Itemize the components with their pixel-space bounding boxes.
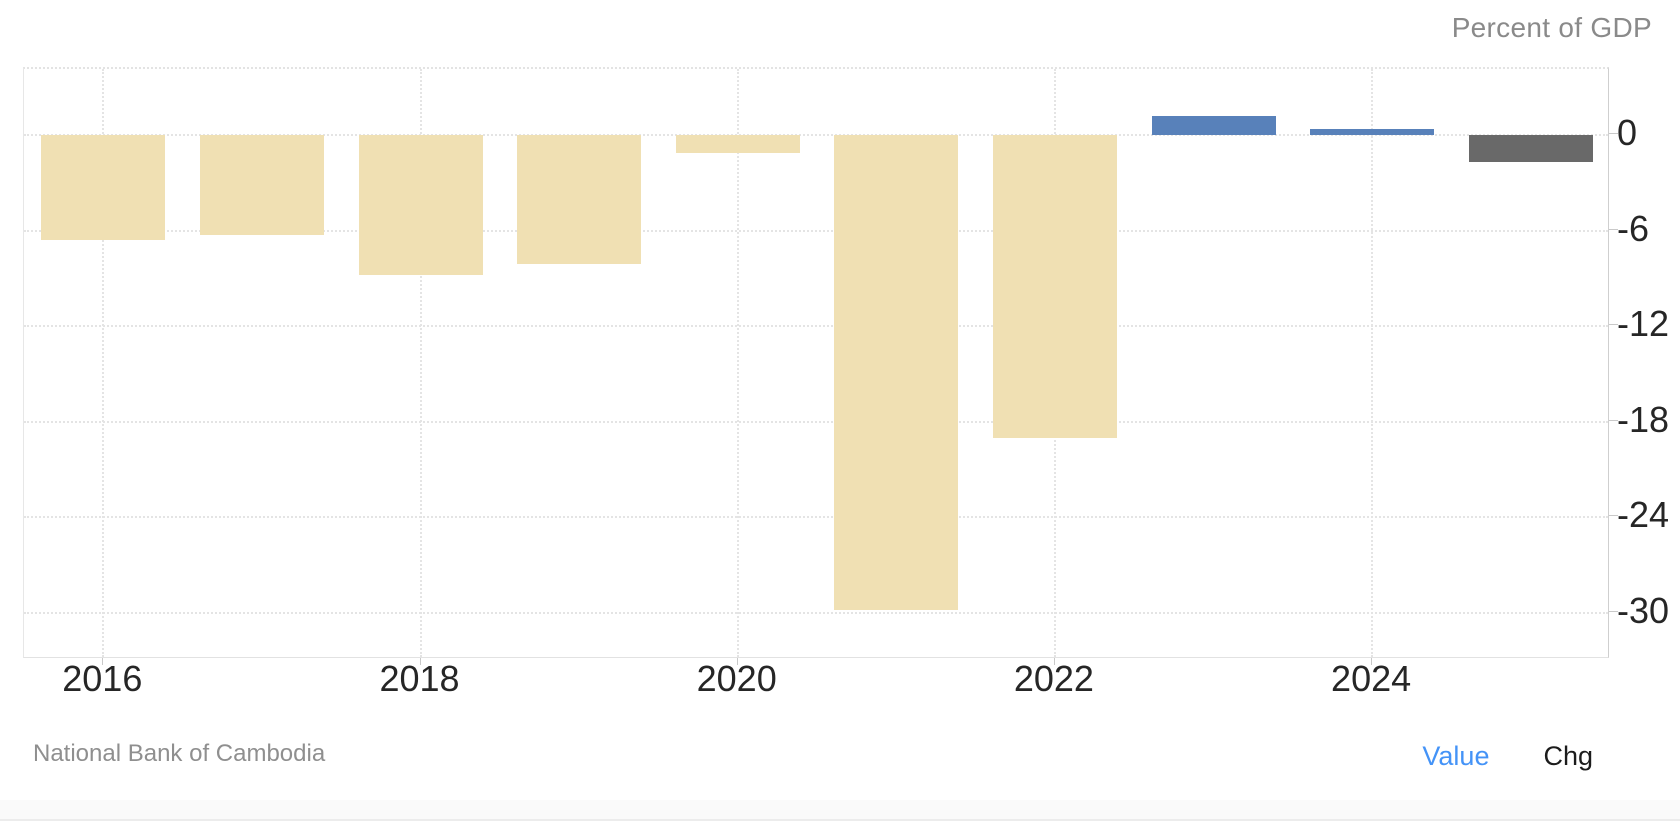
toggle-chg[interactable]: Chg (1543, 741, 1593, 771)
bar-2019[interactable] (517, 135, 642, 265)
y-tick-label-0: 0 (1617, 112, 1638, 154)
x-tick-mark-2018 (419, 658, 421, 665)
gridline-y--18 (24, 420, 1608, 423)
series-toggles: Value Chg (1422, 741, 1593, 772)
gridline-y--12 (24, 325, 1608, 328)
y-tick-label--30: -30 (1617, 590, 1670, 631)
bar-2023[interactable] (1151, 115, 1276, 136)
y-tick-mark--30 (1609, 611, 1618, 612)
y-tick-mark--12 (1609, 324, 1618, 326)
bar-2025[interactable] (1468, 135, 1593, 163)
x-tick-label-2022: 2022 (1013, 658, 1094, 699)
bar-2021[interactable] (834, 135, 959, 610)
gridline-y--24 (24, 516, 1608, 519)
gridline-y--30 (24, 612, 1608, 614)
y-tick-label--18: -18 (1617, 398, 1670, 440)
y-tick-mark--18 (1609, 419, 1618, 421)
y-tick-label--6: -6 (1617, 207, 1650, 249)
y-tick-mark--6 (1609, 228, 1618, 230)
bar-2024[interactable] (1310, 128, 1435, 136)
y-axis-title: Percent of GDP (1451, 12, 1652, 43)
x-tick-label-2018: 2018 (379, 658, 460, 699)
x-tick-label-2016: 2016 (62, 658, 143, 699)
y-tick-mark-0 (1609, 133, 1618, 135)
y-tick-label--24: -24 (1617, 494, 1670, 536)
bar-2018[interactable] (358, 135, 483, 276)
x-tick-label-2020: 2020 (696, 658, 777, 699)
x-tick-mark-2024 (1371, 658, 1373, 665)
gridline-y--6 (24, 229, 1608, 232)
bar-2017[interactable] (199, 135, 324, 236)
source-label: National Bank of Cambodia (33, 740, 326, 767)
toggle-value[interactable]: Value (1422, 741, 1490, 771)
y-tick-mark--24 (1609, 515, 1618, 517)
bar-2022[interactable] (992, 135, 1117, 438)
gridline-y-0 (24, 134, 1608, 137)
y-tick-label--12: -12 (1617, 303, 1670, 345)
gridline-x-2018 (419, 69, 422, 657)
x-tick-mark-2016 (102, 658, 104, 665)
bar-2016[interactable] (41, 135, 166, 241)
gridline-x-2024 (1371, 69, 1374, 657)
gridline-x-2020 (736, 69, 739, 657)
x-tick-mark-2022 (1053, 658, 1055, 665)
next-section-top-edge (0, 800, 1680, 821)
bar-2020[interactable] (675, 135, 800, 153)
gridline-x-2016 (102, 69, 105, 657)
x-tick-mark-2020 (736, 658, 738, 665)
x-tick-label-2024: 2024 (1331, 658, 1412, 699)
plot-area (23, 67, 1609, 658)
